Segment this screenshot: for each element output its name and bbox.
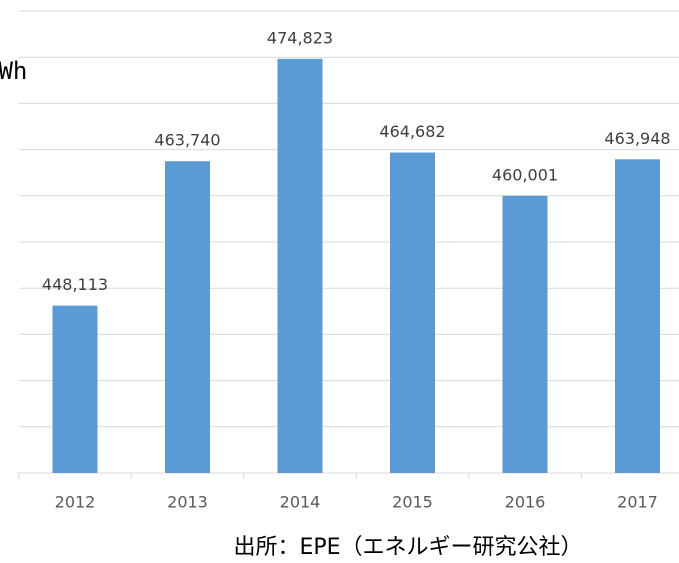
x-tick-label: 2016: [505, 493, 546, 512]
bar: [390, 152, 435, 473]
source-note: 出所：EPE（エネルギー研究公社）: [233, 535, 582, 560]
bar: [52, 305, 98, 473]
bar: [277, 58, 323, 473]
x-tick-label: 2013: [167, 493, 208, 512]
unit-label: GWh: [0, 57, 27, 85]
data-label: 474,823: [267, 28, 333, 47]
bar: [615, 159, 660, 473]
data-label: 448,113: [42, 275, 108, 294]
x-tick-label: 2012: [55, 493, 96, 512]
data-label: 463,948: [604, 129, 670, 148]
x-tick-label: 2015: [392, 493, 433, 512]
bar: [502, 195, 548, 473]
x-tick-label: 2017: [617, 493, 658, 512]
x-tick-label: 2014: [280, 493, 321, 512]
data-label: 464,682: [379, 122, 445, 141]
data-label: 460,001: [492, 165, 558, 184]
bar: [165, 161, 210, 473]
data-label: 463,740: [154, 131, 220, 150]
